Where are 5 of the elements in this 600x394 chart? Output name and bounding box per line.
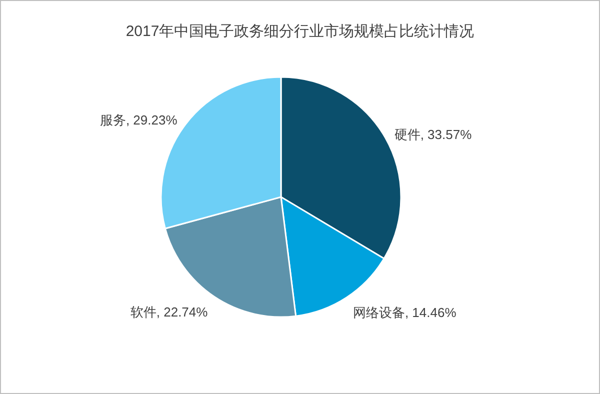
slice-label: 服务, 29.23% [100, 112, 178, 128]
slice-label: 硬件, 33.57% [394, 126, 472, 142]
slice-label: 网络设备, 14.46% [352, 305, 457, 320]
chart-title: 2017年中国电子政务细分行业市场规模占比统计情况 [126, 23, 474, 40]
slice-label: 软件, 22.74% [130, 304, 208, 320]
